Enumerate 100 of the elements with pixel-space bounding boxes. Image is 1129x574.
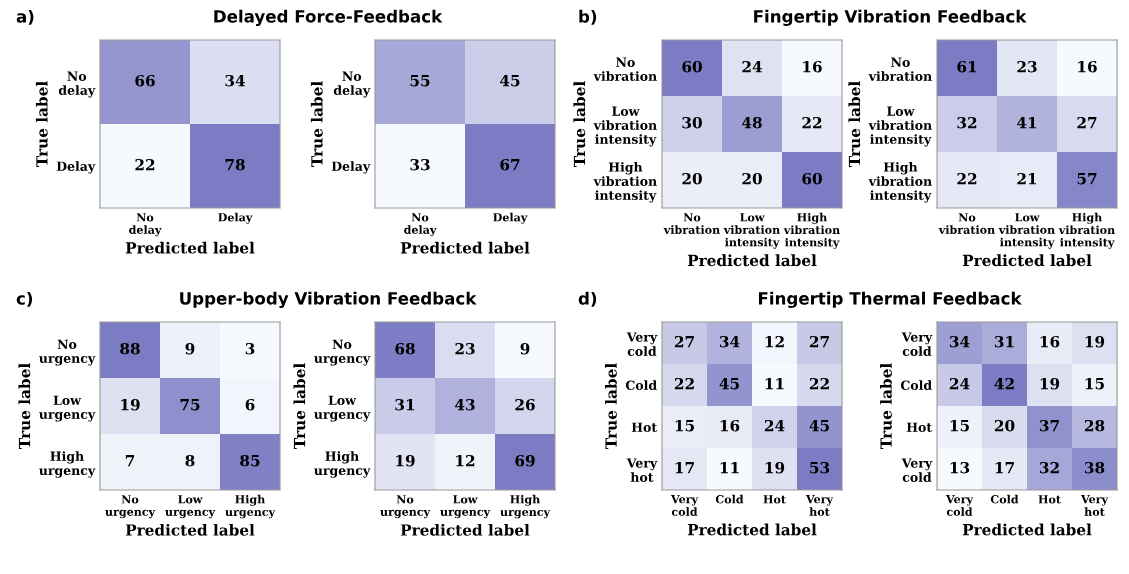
data-label: 15 [950, 419, 969, 432]
data-label: 32 [957, 116, 977, 129]
y-tick-label: Very cold [901, 458, 933, 482]
data-label: 6 [245, 398, 255, 411]
data-label: 48 [742, 116, 762, 129]
data-label: 24 [949, 377, 970, 390]
y-tick-label: Hot [631, 422, 658, 432]
y-tick-label: Low vibration intensity [593, 106, 657, 147]
x-tick-label: No delay [129, 213, 162, 237]
y-tick-label: Very hot [626, 458, 658, 482]
y-tick-label: Low urgency [314, 395, 371, 422]
y-axis-title: True label [573, 81, 586, 168]
text: Fingertip Thermal Feedback [758, 291, 1022, 308]
data-label: 20 [742, 172, 762, 185]
x-tick-label: Cold [990, 494, 1019, 504]
x-axis-title: Predicted label [400, 241, 530, 254]
data-label: 15 [1085, 377, 1104, 390]
data-label: 7 [125, 455, 135, 467]
x-tick-label: Cold [715, 494, 744, 504]
data-label: 27 [1077, 116, 1097, 129]
data-label: 45 [500, 74, 520, 87]
data-label: 34 [719, 335, 740, 348]
x-tick-label: No urgency [380, 495, 431, 519]
data-label: 16 [803, 60, 822, 73]
y-tick-label: Cold [625, 380, 657, 390]
data-label: 17 [675, 461, 694, 474]
data-label: 45 [719, 377, 739, 390]
data-label: 23 [1017, 60, 1037, 73]
data-label: 19 [1085, 335, 1105, 348]
y-axis-title: True label [605, 363, 617, 450]
data-label: 27 [809, 335, 829, 348]
data-label: 19 [396, 454, 415, 467]
data-label: 11 [765, 377, 784, 390]
data-label: 42 [994, 377, 1014, 390]
text: a) [16, 9, 34, 25]
x-tick-label: High vibration intensity [783, 212, 840, 249]
data-label: 22 [674, 377, 694, 390]
x-tick-label: Delay [493, 212, 528, 224]
data-label: 75 [180, 399, 200, 411]
y-axis-title: True label [880, 363, 892, 450]
x-axis-title: Predicted label [400, 523, 530, 536]
data-label: 61 [957, 60, 977, 73]
data-label: 9 [185, 342, 195, 355]
x-tick-label: Very cold [945, 495, 974, 516]
x-tick-label: No vibration [663, 213, 720, 234]
data-label: 69 [515, 454, 535, 467]
y-axis-title: True label [35, 81, 48, 168]
data-label: 19 [121, 398, 140, 411]
data-label: 21 [1017, 172, 1037, 185]
x-axis-title: Predicted label [125, 241, 255, 254]
data-label: 13 [950, 461, 970, 474]
x-tick-label: High vibration intensity [1058, 212, 1115, 249]
text: Fingertip Vibration Feedback [754, 9, 1027, 26]
x-axis-title: Predicted label [687, 254, 817, 267]
data-label: 67 [500, 158, 520, 171]
y-tick-label: Very cold [901, 332, 933, 356]
data-label: 33 [410, 158, 430, 171]
x-tick-label: Low vibration intensity [998, 213, 1055, 249]
data-label: 12 [456, 454, 475, 467]
data-label: 19 [765, 461, 785, 474]
y-axis-title: True label [310, 81, 323, 168]
y-tick-label: Hot [906, 422, 933, 432]
data-label: 8 [185, 454, 195, 467]
data-label: 31 [395, 398, 415, 411]
text: Upper-body Vibration Feedback [180, 291, 477, 308]
data-label: 20 [994, 419, 1015, 432]
data-label: 88 [120, 342, 140, 355]
x-axis-title: Predicted label [962, 523, 1092, 536]
data-label: 27 [674, 335, 694, 348]
data-label: 53 [810, 461, 830, 474]
data-label: 38 [1084, 461, 1105, 474]
data-label: 60 [802, 172, 822, 185]
y-axis-title: True label [293, 363, 306, 450]
y-tick-label: No delay [58, 71, 96, 98]
data-label: 16 [720, 419, 740, 432]
x-tick-label: Delay [218, 212, 253, 224]
data-label: 16 [1040, 335, 1060, 348]
y-tick-label: No urgency [314, 339, 371, 366]
x-tick-label: Hot [1038, 495, 1061, 504]
y-tick-label: Delay [56, 161, 96, 174]
text: b) [579, 9, 597, 25]
data-label: 12 [765, 335, 784, 348]
data-label: 24 [764, 419, 785, 432]
data-label: 66 [135, 74, 155, 87]
y-tick-label: Delay [331, 161, 371, 174]
x-tick-label: Low urgency [440, 495, 491, 519]
data-label: 85 [240, 454, 260, 467]
x-axis-title: Predicted label [962, 254, 1092, 267]
data-label: 43 [455, 398, 475, 411]
x-tick-label: Very hot [805, 495, 834, 516]
data-label: 22 [135, 158, 155, 171]
data-label: 9 [520, 342, 530, 355]
data-label: 55 [410, 75, 430, 87]
y-tick-label: Very cold [626, 332, 658, 356]
x-tick-label: Low urgency [165, 495, 216, 519]
data-label: 57 [1077, 173, 1097, 185]
data-label: 45 [809, 419, 829, 432]
x-tick-label: Low vibration intensity [723, 213, 780, 249]
x-tick-label: High urgency [225, 494, 276, 519]
y-tick-label: Low urgency [39, 395, 96, 422]
